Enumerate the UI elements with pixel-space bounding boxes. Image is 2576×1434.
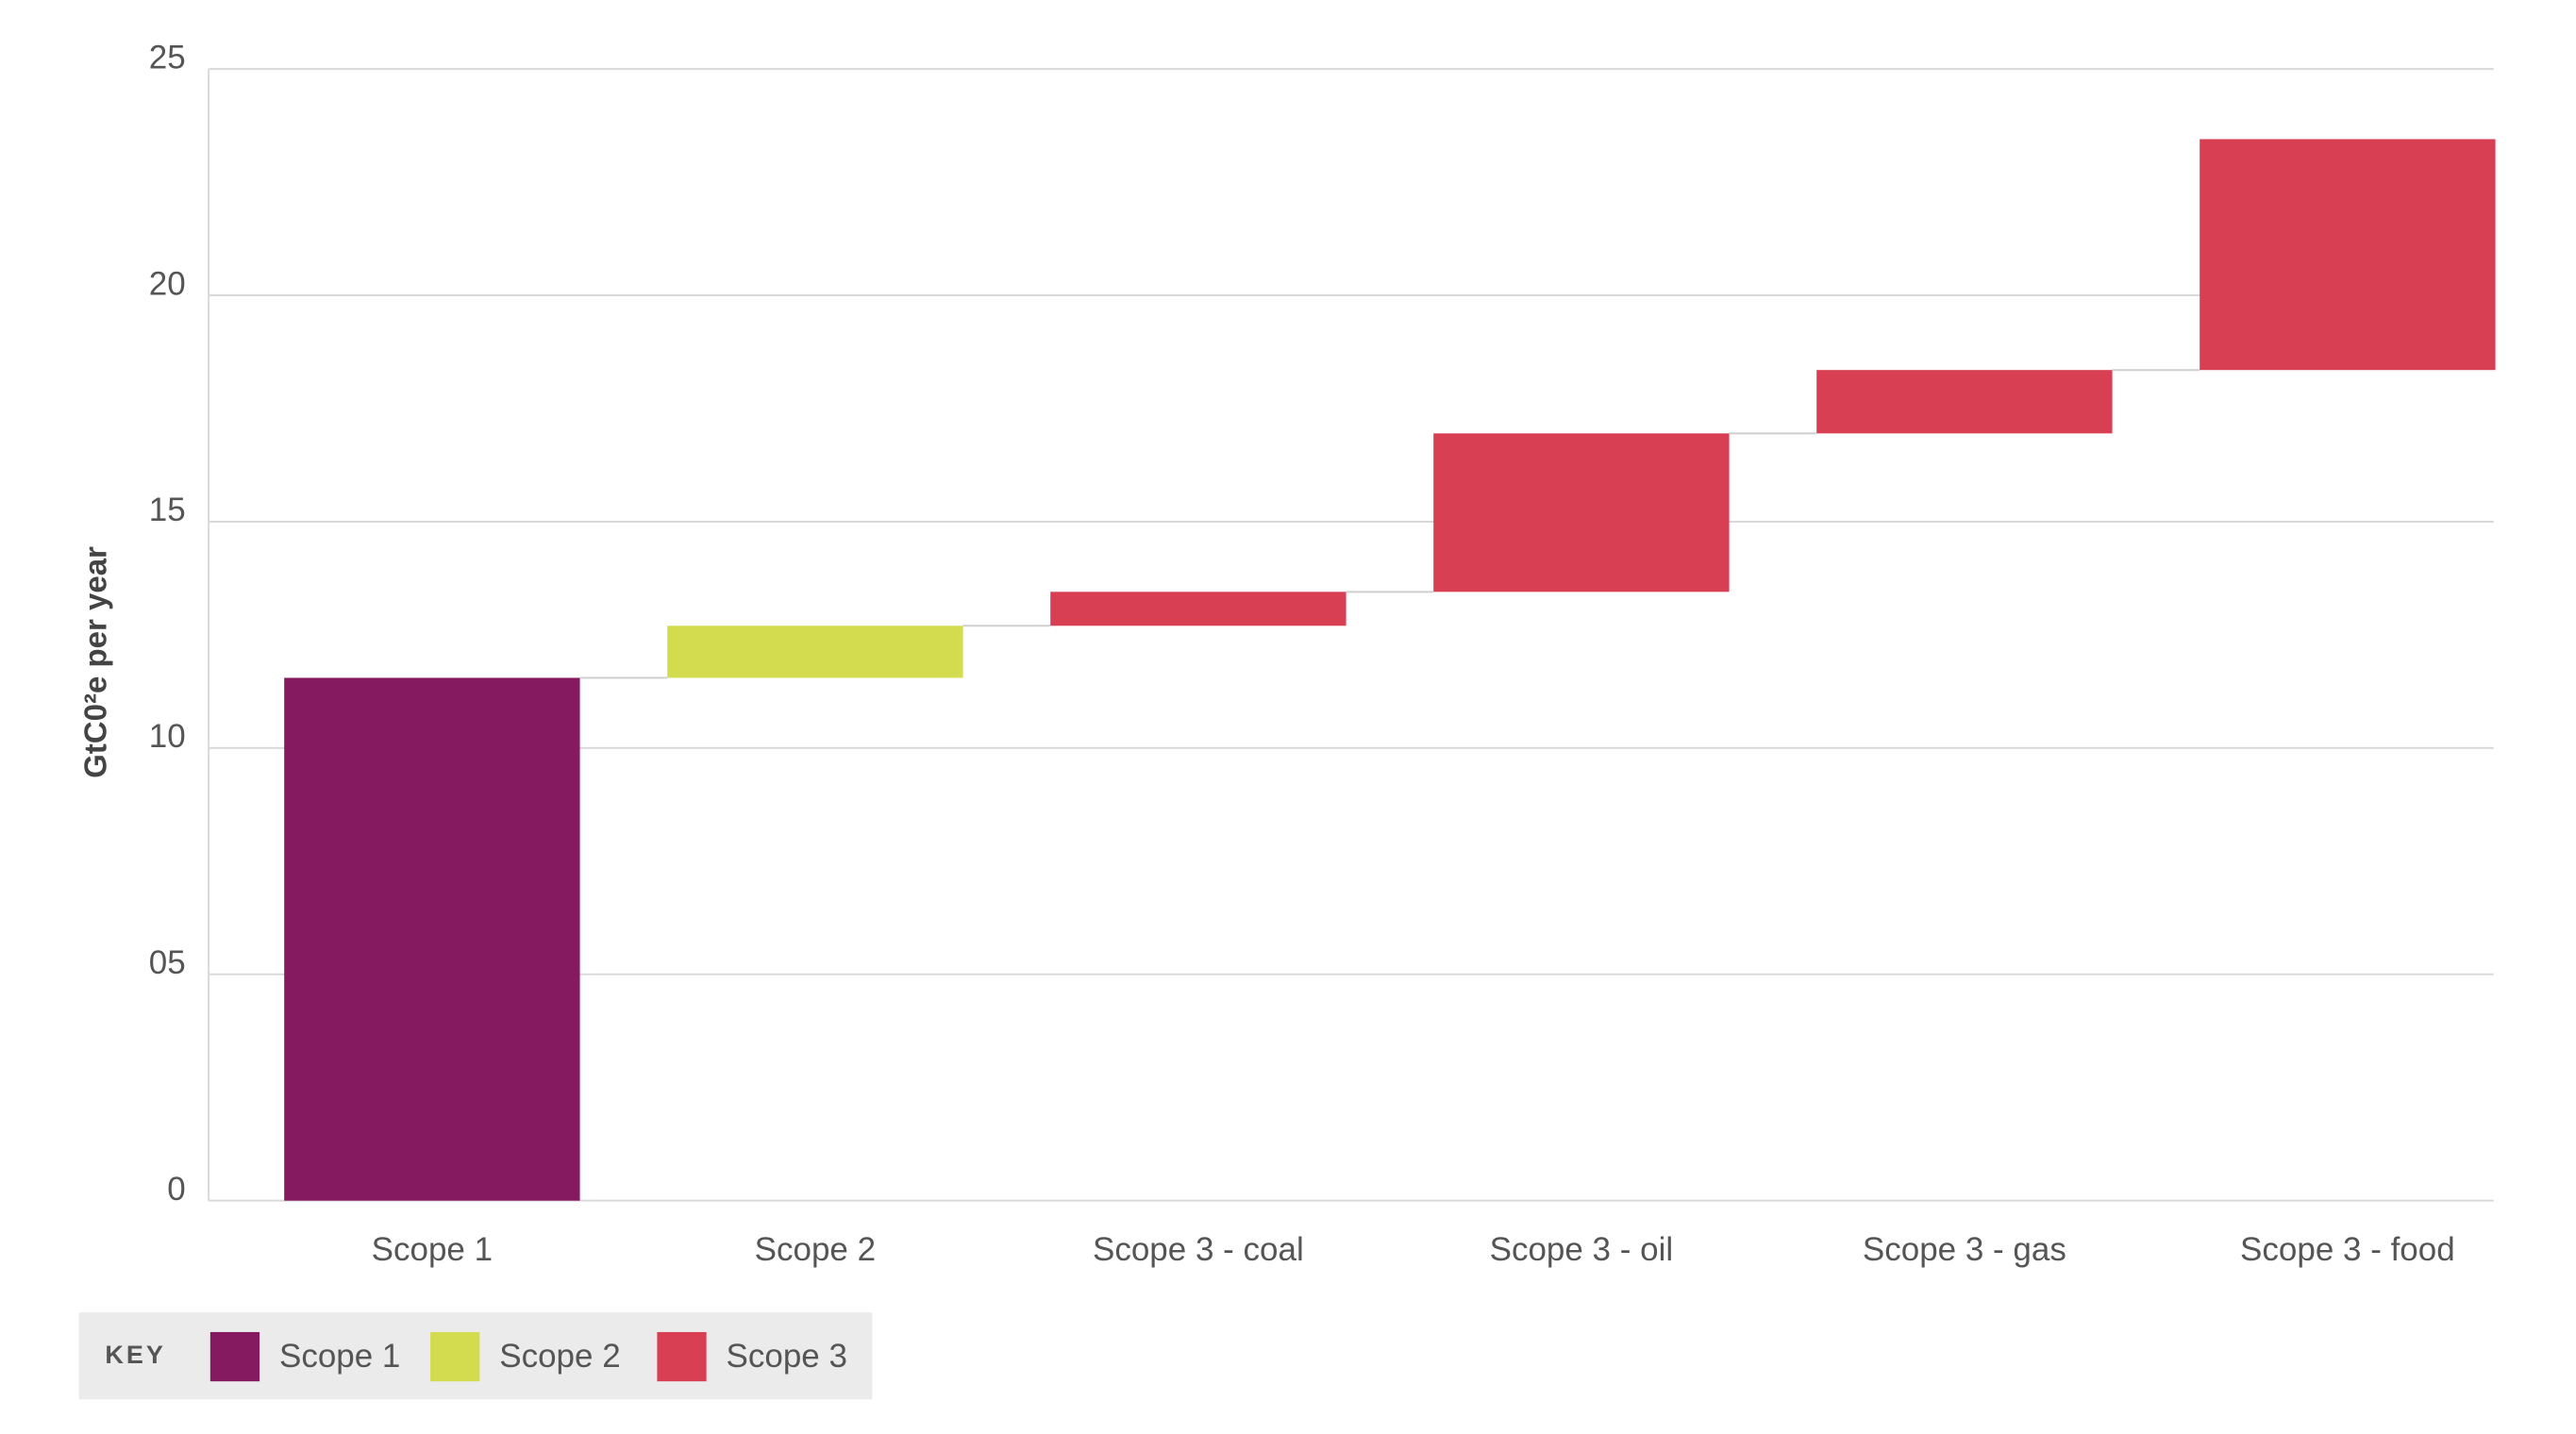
- x-tick-label: Scope 3 - oil: [1490, 1231, 1674, 1268]
- legend-swatch: [430, 1331, 480, 1382]
- y-tick-label: 25: [149, 39, 186, 75]
- legend-label: Scope 2: [499, 1338, 620, 1375]
- x-tick-label: Scope 1: [372, 1231, 493, 1268]
- y-axis-label: GtC0²e per year: [78, 546, 113, 778]
- y-tick-label: 20: [149, 265, 186, 302]
- bar: [667, 625, 963, 678]
- bar: [2200, 139, 2496, 371]
- legend-swatch: [209, 1331, 260, 1382]
- y-tick-label: 10: [149, 718, 186, 755]
- bar: [1816, 370, 2113, 434]
- legend-label: Scope 1: [279, 1338, 400, 1375]
- y-tick-label: 05: [149, 944, 186, 981]
- legend-swatch: [657, 1331, 707, 1382]
- bar: [284, 677, 580, 1201]
- bar: [1050, 592, 1347, 626]
- legend-title: KEY: [105, 1341, 166, 1369]
- x-tick-label: Scope 3 - coal: [1093, 1231, 1304, 1268]
- x-tick-label: Scope 3 - food: [2240, 1231, 2455, 1268]
- legend-label: Scope 3: [727, 1338, 847, 1375]
- x-tick-label: Scope 2: [755, 1231, 876, 1268]
- bar: [1433, 433, 1730, 592]
- y-tick-label: 0: [167, 1171, 185, 1208]
- y-tick-label: 15: [149, 492, 186, 528]
- x-tick-label: Scope 3 - gas: [1863, 1231, 2066, 1268]
